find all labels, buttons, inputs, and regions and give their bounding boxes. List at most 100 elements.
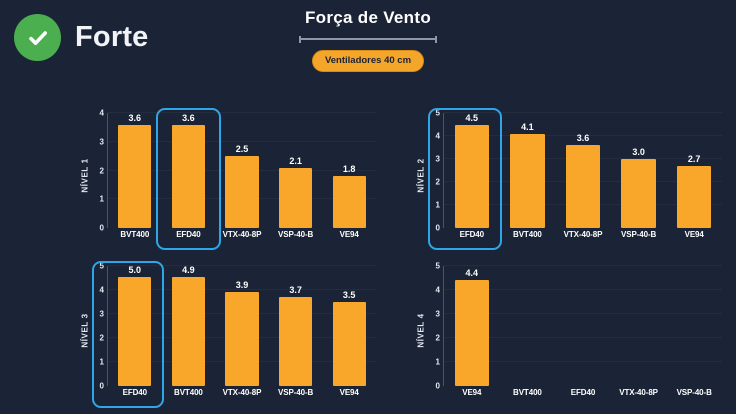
gridline: [444, 361, 722, 362]
bar-slot: 3.5: [322, 266, 376, 386]
y-axis-title-n-vel-2: NÍVEL 2: [414, 100, 428, 250]
y-tick-label: 4: [99, 285, 104, 295]
bar-slot: 3.6: [108, 113, 162, 228]
gridlines: [444, 265, 722, 386]
y-tick-label: 5: [435, 108, 440, 118]
bar-slot: 4.9: [162, 266, 216, 386]
charts-grid: NÍVEL 1 0 1 2 3 4 3.6 3.6 2.5 2.1 1.8 BVT400 EFD40 VT…: [0, 95, 736, 414]
x-tick-label: VSP-40-B: [277, 388, 314, 397]
y-axis-title-n-vel-1: NÍVEL 1: [78, 100, 92, 250]
chart-panel-nivel-2: NÍVEL 2 0 1 2 3 4 5 4.5 4.1 3.6 3.0 2.7 EFD40 BVT400 V…: [414, 100, 724, 250]
x-tick-label: VE94: [339, 230, 359, 239]
gridline: [444, 313, 722, 314]
bar: [676, 165, 712, 228]
x-tick-label: EFD40: [459, 230, 485, 239]
chart-panel-nivel-1: NÍVEL 1 0 1 2 3 4 3.6 3.6 2.5 2.1 1.8 BVT400 EFD40 VT…: [78, 100, 378, 250]
x-tick-label: BVT400: [513, 388, 542, 397]
y-tick-label: 1: [435, 357, 440, 367]
bar-value-label: 2.1: [289, 155, 302, 166]
gridline: [108, 112, 376, 113]
gridline: [108, 265, 376, 266]
y-axis-title-text: NÍVEL 4: [416, 313, 426, 348]
x-tick-label: BVT400: [513, 230, 542, 239]
x-tick-label: VTX-40-8P: [619, 388, 658, 397]
bar: [171, 277, 205, 386]
bar: [225, 156, 259, 228]
bar-value-label: 3.7: [289, 285, 302, 296]
bar-value-label: 2.7: [687, 153, 701, 164]
y-axis-title-text: NÍVEL 3: [80, 313, 90, 348]
y-axis-n-vel-1: 0 1 2 3 4: [94, 109, 106, 233]
bar-slot: 2.1: [269, 113, 323, 228]
y-axis-line: [443, 113, 444, 228]
bar-value-label: 3.6: [576, 133, 590, 144]
y-axis-title-n-vel-3: NÍVEL 3: [78, 253, 92, 408]
bar: [510, 133, 545, 228]
bar-value-label: 3.6: [182, 112, 195, 123]
y-tick-label: 3: [99, 309, 104, 319]
y-tick-label: 1: [99, 357, 104, 367]
divider-cap-right: [435, 36, 437, 43]
bar-value-label: 3.0: [632, 147, 645, 157]
y-axis-title-n-vel-4: NÍVEL 4: [414, 253, 428, 408]
chart-panel-nivel-3: NÍVEL 3 0 1 2 3 4 5 5.0 4.9 3.9 3.7 3.5 EFD40 BVT400 V…: [78, 253, 378, 408]
bar: [171, 124, 205, 228]
gridline: [444, 112, 722, 113]
bar-slot: 3.6: [162, 113, 216, 228]
bar: [118, 124, 152, 228]
x-tick-label: EFD40: [176, 230, 201, 239]
x-tick-label: VE94: [339, 388, 359, 397]
page-title: Força de Vento: [304, 8, 432, 27]
category-badge: Ventiladores 40 cm: [311, 50, 425, 72]
bar-series-n-vel-1: 3.6 3.6 2.5 2.1 1.8: [108, 113, 376, 228]
bar-value-label: 5.0: [128, 265, 142, 275]
bar: [454, 280, 490, 386]
y-tick-label: 0: [99, 223, 104, 233]
bar-slot: 5.0: [108, 266, 162, 386]
x-axis-labels-n-vel-4: VE94 BVT400 EFD40 VTX-40-8P VSP-40-B: [444, 388, 722, 404]
bar-series-n-vel-2: 4.5 4.1 3.6 3.0 2.7: [444, 113, 722, 228]
plot-area-n-vel-3: 0 1 2 3 4 5 5.0 4.9 3.9 3.7 3.5 EFD40 BVT400 VTX-40-8…: [94, 253, 378, 408]
bar: [278, 167, 313, 228]
y-tick-label: 4: [435, 285, 440, 295]
brand-name: Forte: [75, 21, 149, 53]
bar: [565, 145, 601, 228]
x-tick-label: BVT400: [174, 388, 203, 397]
y-tick-label: 0: [435, 223, 440, 233]
y-axis-n-vel-4: 0 1 2 3 4 5: [430, 262, 442, 391]
x-tick-label: VE94: [684, 230, 704, 239]
x-tick-label: VTX-40-8P: [222, 388, 262, 397]
gridline: [444, 337, 722, 338]
bar-slot: [500, 266, 556, 386]
brand-block: Forte: [14, 14, 149, 61]
bar-value-label: 4.9: [182, 265, 195, 275]
plot-area-n-vel-2: 0 1 2 3 4 5 4.5 4.1 3.6 3.0 2.7 EFD40 BVT400 VTX-40-8…: [430, 100, 724, 250]
bar-value-label: 4.5: [465, 112, 479, 123]
bar-slot: 2.7: [666, 113, 722, 228]
y-tick-label: 4: [99, 108, 104, 118]
bar: [225, 292, 259, 386]
x-tick-label: VTX-40-8P: [222, 230, 262, 239]
y-tick-label: 2: [99, 333, 104, 343]
bar-series-n-vel-3: 5.0 4.9 3.9 3.7 3.5: [108, 266, 376, 386]
y-tick-label: 4: [435, 131, 440, 141]
bar-value-label: 1.8: [342, 164, 356, 175]
x-tick-label: EFD40: [570, 388, 596, 397]
x-tick-label: VE94: [462, 388, 482, 397]
divider-bar: [299, 38, 437, 40]
y-tick-label: 0: [99, 381, 104, 391]
bar: [454, 124, 490, 228]
y-tick-label: 1: [435, 200, 440, 210]
y-axis-n-vel-2: 0 1 2 3 4 5: [430, 109, 442, 233]
bar-slot: 3.9: [215, 266, 269, 386]
y-tick-label: 5: [435, 261, 440, 271]
x-tick-label: EFD40: [122, 388, 148, 397]
y-tick-label: 0: [435, 381, 440, 391]
bar-series-n-vel-4: 4.4: [444, 266, 722, 386]
gridline: [108, 140, 376, 142]
x-tick-label: VSP-40-B: [620, 230, 657, 239]
x-axis-labels-n-vel-3: EFD40 BVT400 VTX-40-8P VSP-40-B VE94: [108, 388, 376, 404]
bar-slot: 3.7: [269, 266, 323, 386]
plot-area-n-vel-1: 0 1 2 3 4 3.6 3.6 2.5 2.1 1.8 BVT400 EFD40 VTX-40-8P…: [94, 100, 378, 250]
